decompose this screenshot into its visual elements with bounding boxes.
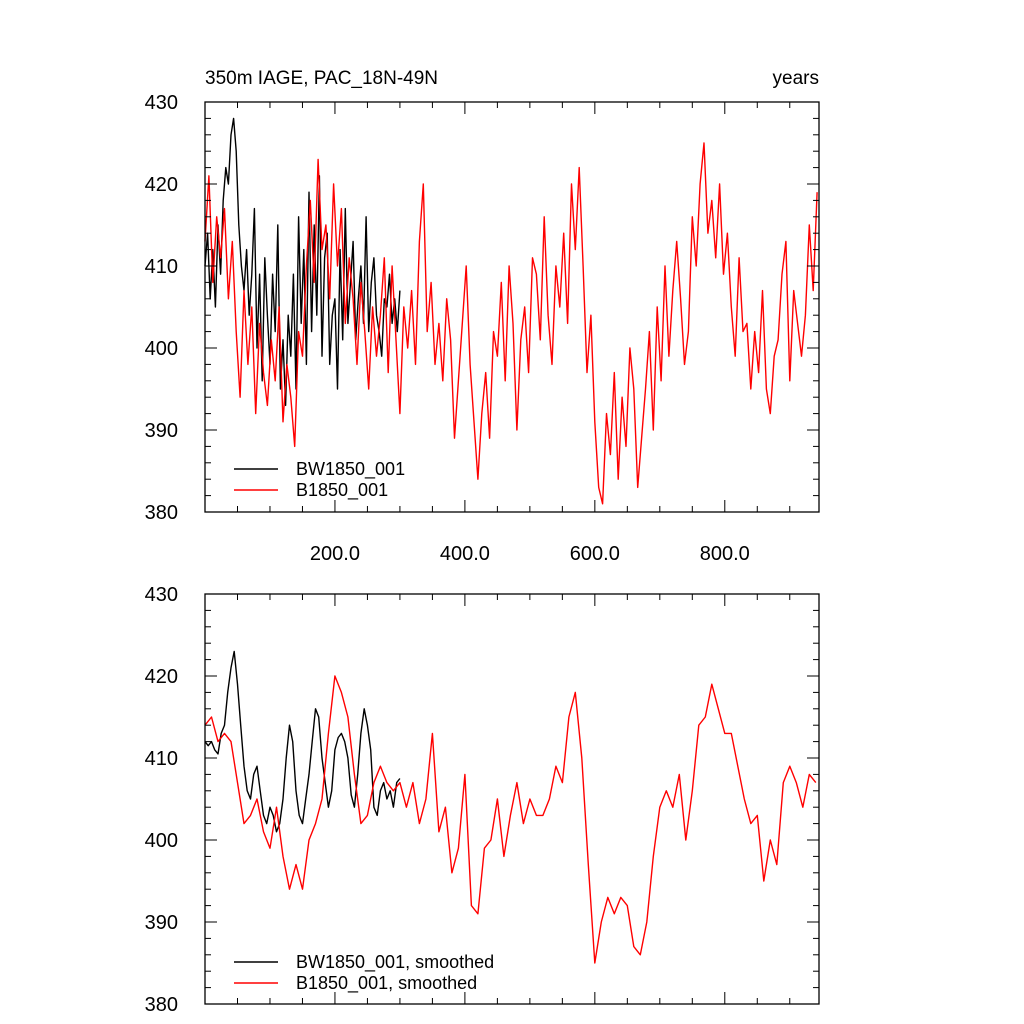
legend-label: BW1850_001, smoothed: [296, 952, 494, 973]
y-tick-label: 380: [145, 994, 178, 1016]
y-tick-label: 410: [145, 256, 178, 278]
smoothed-timeseries-panel: 380 390 400 410 420 430 BW1850_001, smoothedB1…: [145, 584, 820, 1016]
y-tick-label: 400: [145, 830, 178, 852]
y-tick-label: 410: [145, 748, 178, 770]
units-label: years: [773, 68, 819, 89]
legend-label: B1850_001, smoothed: [296, 973, 477, 994]
y-tick-label: 420: [145, 666, 178, 688]
y-tick-label: 380: [145, 502, 178, 524]
x-tick-label: 400.0: [440, 543, 490, 565]
x-tick-label: 800.0: [700, 543, 750, 565]
series-line-b1850: [204, 675, 817, 964]
series-line-b1850: [204, 142, 818, 505]
legend-label: BW1850_001: [296, 459, 405, 480]
y-tick-label: 430: [145, 92, 178, 114]
chart-title: 350m IAGE, PAC_18N-49N: [205, 68, 438, 89]
series-line-bw1850: [204, 650, 401, 833]
x-tick-label: 600.0: [570, 543, 620, 565]
y-tick-label: 400: [145, 338, 178, 360]
raw-timeseries-panel: 350m IAGE, PAC_18N-49N years 380 390 400 41…: [145, 68, 820, 565]
legend-label: B1850_001: [296, 480, 388, 501]
x-tick-label: 200.0: [310, 543, 360, 565]
y-tick-label: 390: [145, 912, 178, 934]
y-tick-label: 390: [145, 420, 178, 442]
y-tick-label: 420: [145, 174, 178, 196]
plot-frame: [204, 593, 820, 1005]
plot-frame: [204, 101, 820, 513]
y-tick-label: 430: [145, 584, 178, 606]
series-line-bw1850: [204, 117, 401, 407]
